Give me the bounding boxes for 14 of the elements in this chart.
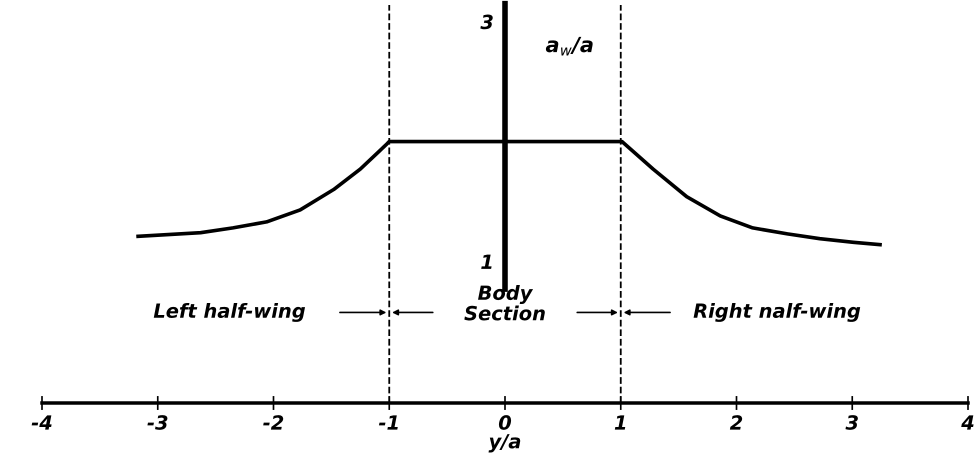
x-tick-label: -1 xyxy=(378,415,398,430)
y-axis-title: a$_{w}$/a xyxy=(546,36,593,56)
x-tick-label: 4 xyxy=(961,415,974,430)
x-tick-label: 0 xyxy=(498,415,512,430)
x-axis-title: y/a xyxy=(488,434,520,452)
x-tick-label: 2 xyxy=(730,415,742,430)
x-tick-label: -2 xyxy=(263,415,284,430)
x-tick-label: 1 xyxy=(614,415,626,430)
x-tick-label: -4 xyxy=(32,415,52,430)
x-tick-label: 3 xyxy=(845,415,858,430)
annotation: Right nalf-wing xyxy=(694,302,860,322)
x-tick-label: -3 xyxy=(147,415,168,430)
annotation: Body Section xyxy=(464,285,545,321)
annotation: Left half-wing xyxy=(154,302,306,322)
